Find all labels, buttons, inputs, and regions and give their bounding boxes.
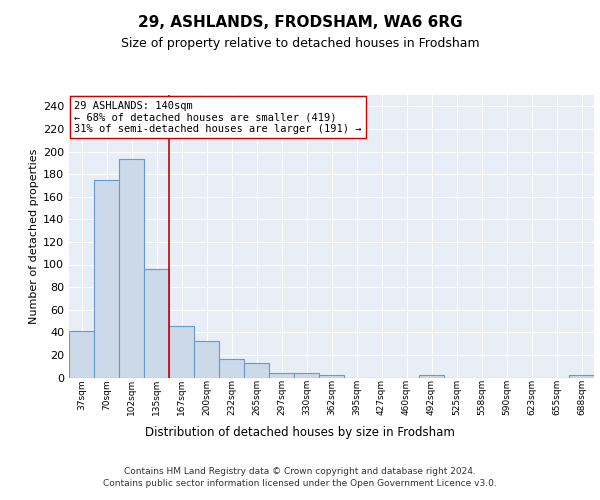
Bar <box>144 269 169 378</box>
Text: Size of property relative to detached houses in Frodsham: Size of property relative to detached ho… <box>121 38 479 51</box>
Text: Distribution of detached houses by size in Frodsham: Distribution of detached houses by size … <box>145 426 455 439</box>
Bar <box>294 373 319 378</box>
Bar <box>69 331 94 378</box>
Bar <box>194 342 219 378</box>
Bar <box>319 375 344 378</box>
Bar <box>169 326 194 378</box>
Y-axis label: Number of detached properties: Number of detached properties <box>29 148 39 324</box>
Bar <box>269 373 294 378</box>
Bar <box>219 360 244 378</box>
Text: Contains HM Land Registry data © Crown copyright and database right 2024.
Contai: Contains HM Land Registry data © Crown c… <box>103 467 497 488</box>
Bar <box>419 375 444 378</box>
Bar <box>119 160 144 378</box>
Text: 29, ASHLANDS, FRODSHAM, WA6 6RG: 29, ASHLANDS, FRODSHAM, WA6 6RG <box>137 15 463 30</box>
Bar <box>244 363 269 378</box>
Bar <box>569 375 594 378</box>
Text: 29 ASHLANDS: 140sqm
← 68% of detached houses are smaller (419)
31% of semi-detac: 29 ASHLANDS: 140sqm ← 68% of detached ho… <box>74 100 362 134</box>
Bar <box>94 180 119 378</box>
